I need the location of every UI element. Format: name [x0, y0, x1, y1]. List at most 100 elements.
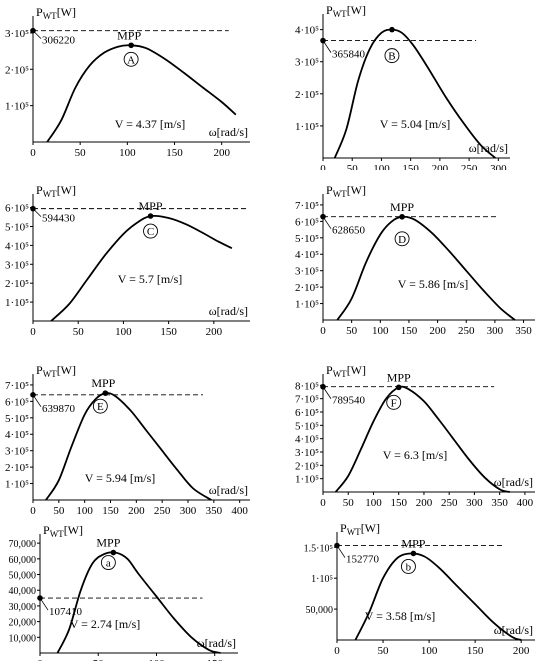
- x-axis-label: ω[rad/s]: [209, 304, 248, 318]
- curve-id-circle: [394, 231, 410, 247]
- wind-speed-label: V = 5.86 [m/s]: [398, 277, 469, 291]
- y-axis-label: PWT[W]: [36, 5, 76, 21]
- mpp-point: [389, 26, 395, 33]
- x-tick-label: 0: [334, 645, 340, 657]
- x-axis-label: ω[rad/s]: [494, 475, 533, 489]
- mpp-point: [395, 384, 402, 391]
- y-tick-label: 2·10⁵: [5, 462, 29, 474]
- x-tick-label: 400: [231, 505, 248, 517]
- wind-speed-label: V = 2.74 [m/s]: [70, 617, 141, 631]
- chart-panel-d: PWT[W] 0 50 100 150 200 250 300 350 1·10⁵ 2·10⁵ 3·1…: [275, 180, 550, 338]
- curve-id-label: a: [106, 558, 111, 570]
- power-curve: [334, 385, 511, 493]
- y-axis-label: PWT[W]: [326, 183, 366, 199]
- y-axis-label: PWT[W]: [36, 183, 76, 199]
- x-tick-label: 150: [102, 505, 119, 517]
- x-tick-label: 100: [115, 326, 132, 338]
- x-tick-label: 350: [206, 505, 223, 517]
- x-tick-label: 200: [416, 497, 433, 509]
- x-tick-label: 350: [515, 325, 532, 337]
- curve-id-circle: [92, 398, 108, 414]
- curve-id-label: F: [391, 397, 397, 409]
- y-axis-label: PWT[W]: [43, 523, 83, 539]
- y-tick-label: 5·10⁵: [295, 233, 319, 245]
- chart-panel-c: PWT[W] ω[rad/s] 0 50 100 150 200 1·10⁵ 2·10⁵ 3·10…: [0, 180, 275, 338]
- chart-panel-f: PWT[W] ω[rad/s] 0 50 100 150 200 250 300 350 400 1·…: [275, 360, 550, 518]
- power-curve: [333, 28, 496, 159]
- x-tick-label: 300: [180, 505, 197, 517]
- y-tick-label: 6·10⁵: [5, 396, 29, 408]
- mpp-label: MPP: [96, 536, 120, 550]
- y-axis-label: PWT[W]: [326, 363, 366, 379]
- left-value-label: 639870: [42, 403, 76, 415]
- mpp-point: [102, 390, 109, 396]
- chart-svg-b: PWT[W] ω[rad/s] 0 50 100 150 200 250 300 1·10⁵ 2·1…: [295, 3, 510, 175]
- x-tick-label: 50: [75, 147, 87, 159]
- y-tick-label: 1.5·10⁵: [304, 543, 333, 554]
- x-tick-label: 100: [373, 163, 390, 170]
- y-tick-label: 6·10⁵: [295, 407, 319, 419]
- x-tick-label: 200: [432, 163, 449, 170]
- x-tick-label: 400: [517, 497, 534, 509]
- x-tick-label: 200: [513, 645, 530, 657]
- y-axis-label: PWT[W]: [326, 3, 366, 19]
- x-tick-label: 150: [390, 497, 407, 509]
- power-curve: [45, 392, 212, 501]
- y-tick-label: 8·10⁵: [295, 380, 319, 392]
- left-value-label: 306220: [42, 35, 76, 47]
- y-tick-label: 6·10⁵: [295, 216, 319, 228]
- mpp-label: MPP: [91, 376, 115, 390]
- mpp-point: [128, 42, 134, 49]
- y-tick-label: 2·10⁵: [5, 278, 29, 290]
- x-axis-label: ω[rad/s]: [494, 623, 533, 637]
- x-axis-label: ω[rad/s]: [197, 636, 236, 650]
- y-tick-label: 1·10⁵: [5, 479, 29, 491]
- left-marker-leader: [322, 386, 332, 399]
- x-tick-label: 50: [346, 325, 358, 337]
- x-tick-label: 0: [30, 147, 36, 159]
- x-tick-label: 150: [166, 147, 183, 159]
- x-tick-label: 100: [372, 325, 389, 337]
- chart-svg-a: PWT[W] ω[rad/s] 0 50 100 150 200 1·10⁵ 2·10⁵ 3·10…: [5, 5, 250, 159]
- x-tick-label: 250: [458, 325, 475, 337]
- curve-id-label: E: [97, 401, 104, 413]
- y-tick-label: 60,000: [9, 555, 37, 566]
- left-value-label: 628650: [332, 225, 366, 237]
- x-tick-label: 100: [421, 645, 438, 657]
- power-curve: [56, 551, 221, 654]
- y-tick-label: 2·10⁵: [295, 89, 319, 101]
- y-tick-label: 2·10⁵: [295, 282, 319, 294]
- y-tick-label: 70,000: [9, 539, 37, 550]
- mpp-label: MPP: [401, 536, 425, 550]
- curve-id-label: A: [127, 54, 135, 66]
- curve-id-circle: [386, 394, 402, 410]
- x-tick-label: 150: [160, 326, 177, 338]
- curve-id-label: D: [398, 234, 406, 246]
- x-tick-label: 300: [490, 163, 507, 170]
- x-tick-label: 0: [320, 497, 326, 509]
- x-tick-label: 100: [119, 147, 136, 159]
- left-value-label: 365840: [332, 49, 366, 61]
- curve-id-circle: [143, 223, 158, 239]
- y-tick-label: 40,000: [9, 586, 37, 597]
- x-tick-label: 100: [76, 505, 93, 517]
- x-tick-label: 50: [73, 326, 85, 338]
- y-tick-label: 4·10⁵: [5, 429, 29, 441]
- left-marker-leader: [336, 545, 346, 558]
- x-tick-label: 0: [320, 163, 326, 170]
- y-tick-label: 6·10⁵: [5, 203, 29, 215]
- chart-svg-small-b: PWT[W] ω[rad/s] 0 50 100 150 200 50,000 1·10⁵ 1.5…: [304, 521, 535, 657]
- x-axis-label: ω[rad/s]: [209, 125, 248, 139]
- x-tick-label: 150: [402, 163, 419, 170]
- wind-speed-label: V = 6.3 [m/s]: [383, 448, 448, 462]
- wind-speed-label: V = 4.37 [m/s]: [115, 117, 186, 131]
- chart-panel-small-b: PWT[W] ω[rad/s] 0 50 100 150 200 50,000 1·10⁵ 1.5…: [275, 520, 550, 661]
- mpp-label: MPP: [117, 28, 141, 42]
- y-tick-label: 2·10⁵: [5, 64, 29, 76]
- x-tick-label: 0: [320, 325, 326, 337]
- chart-panel-a: PWT[W] ω[rad/s] 0 50 100 150 200 1·10⁵ 2·10⁵ 3·10…: [0, 0, 275, 162]
- y-tick-label: 50,000: [9, 571, 37, 582]
- y-tick-label: 1·10⁵: [295, 121, 319, 133]
- chart-svg-f: PWT[W] ω[rad/s] 0 50 100 150 200 250 300 350 400 1·…: [295, 363, 535, 509]
- y-tick-label: 7·10⁵: [5, 380, 29, 392]
